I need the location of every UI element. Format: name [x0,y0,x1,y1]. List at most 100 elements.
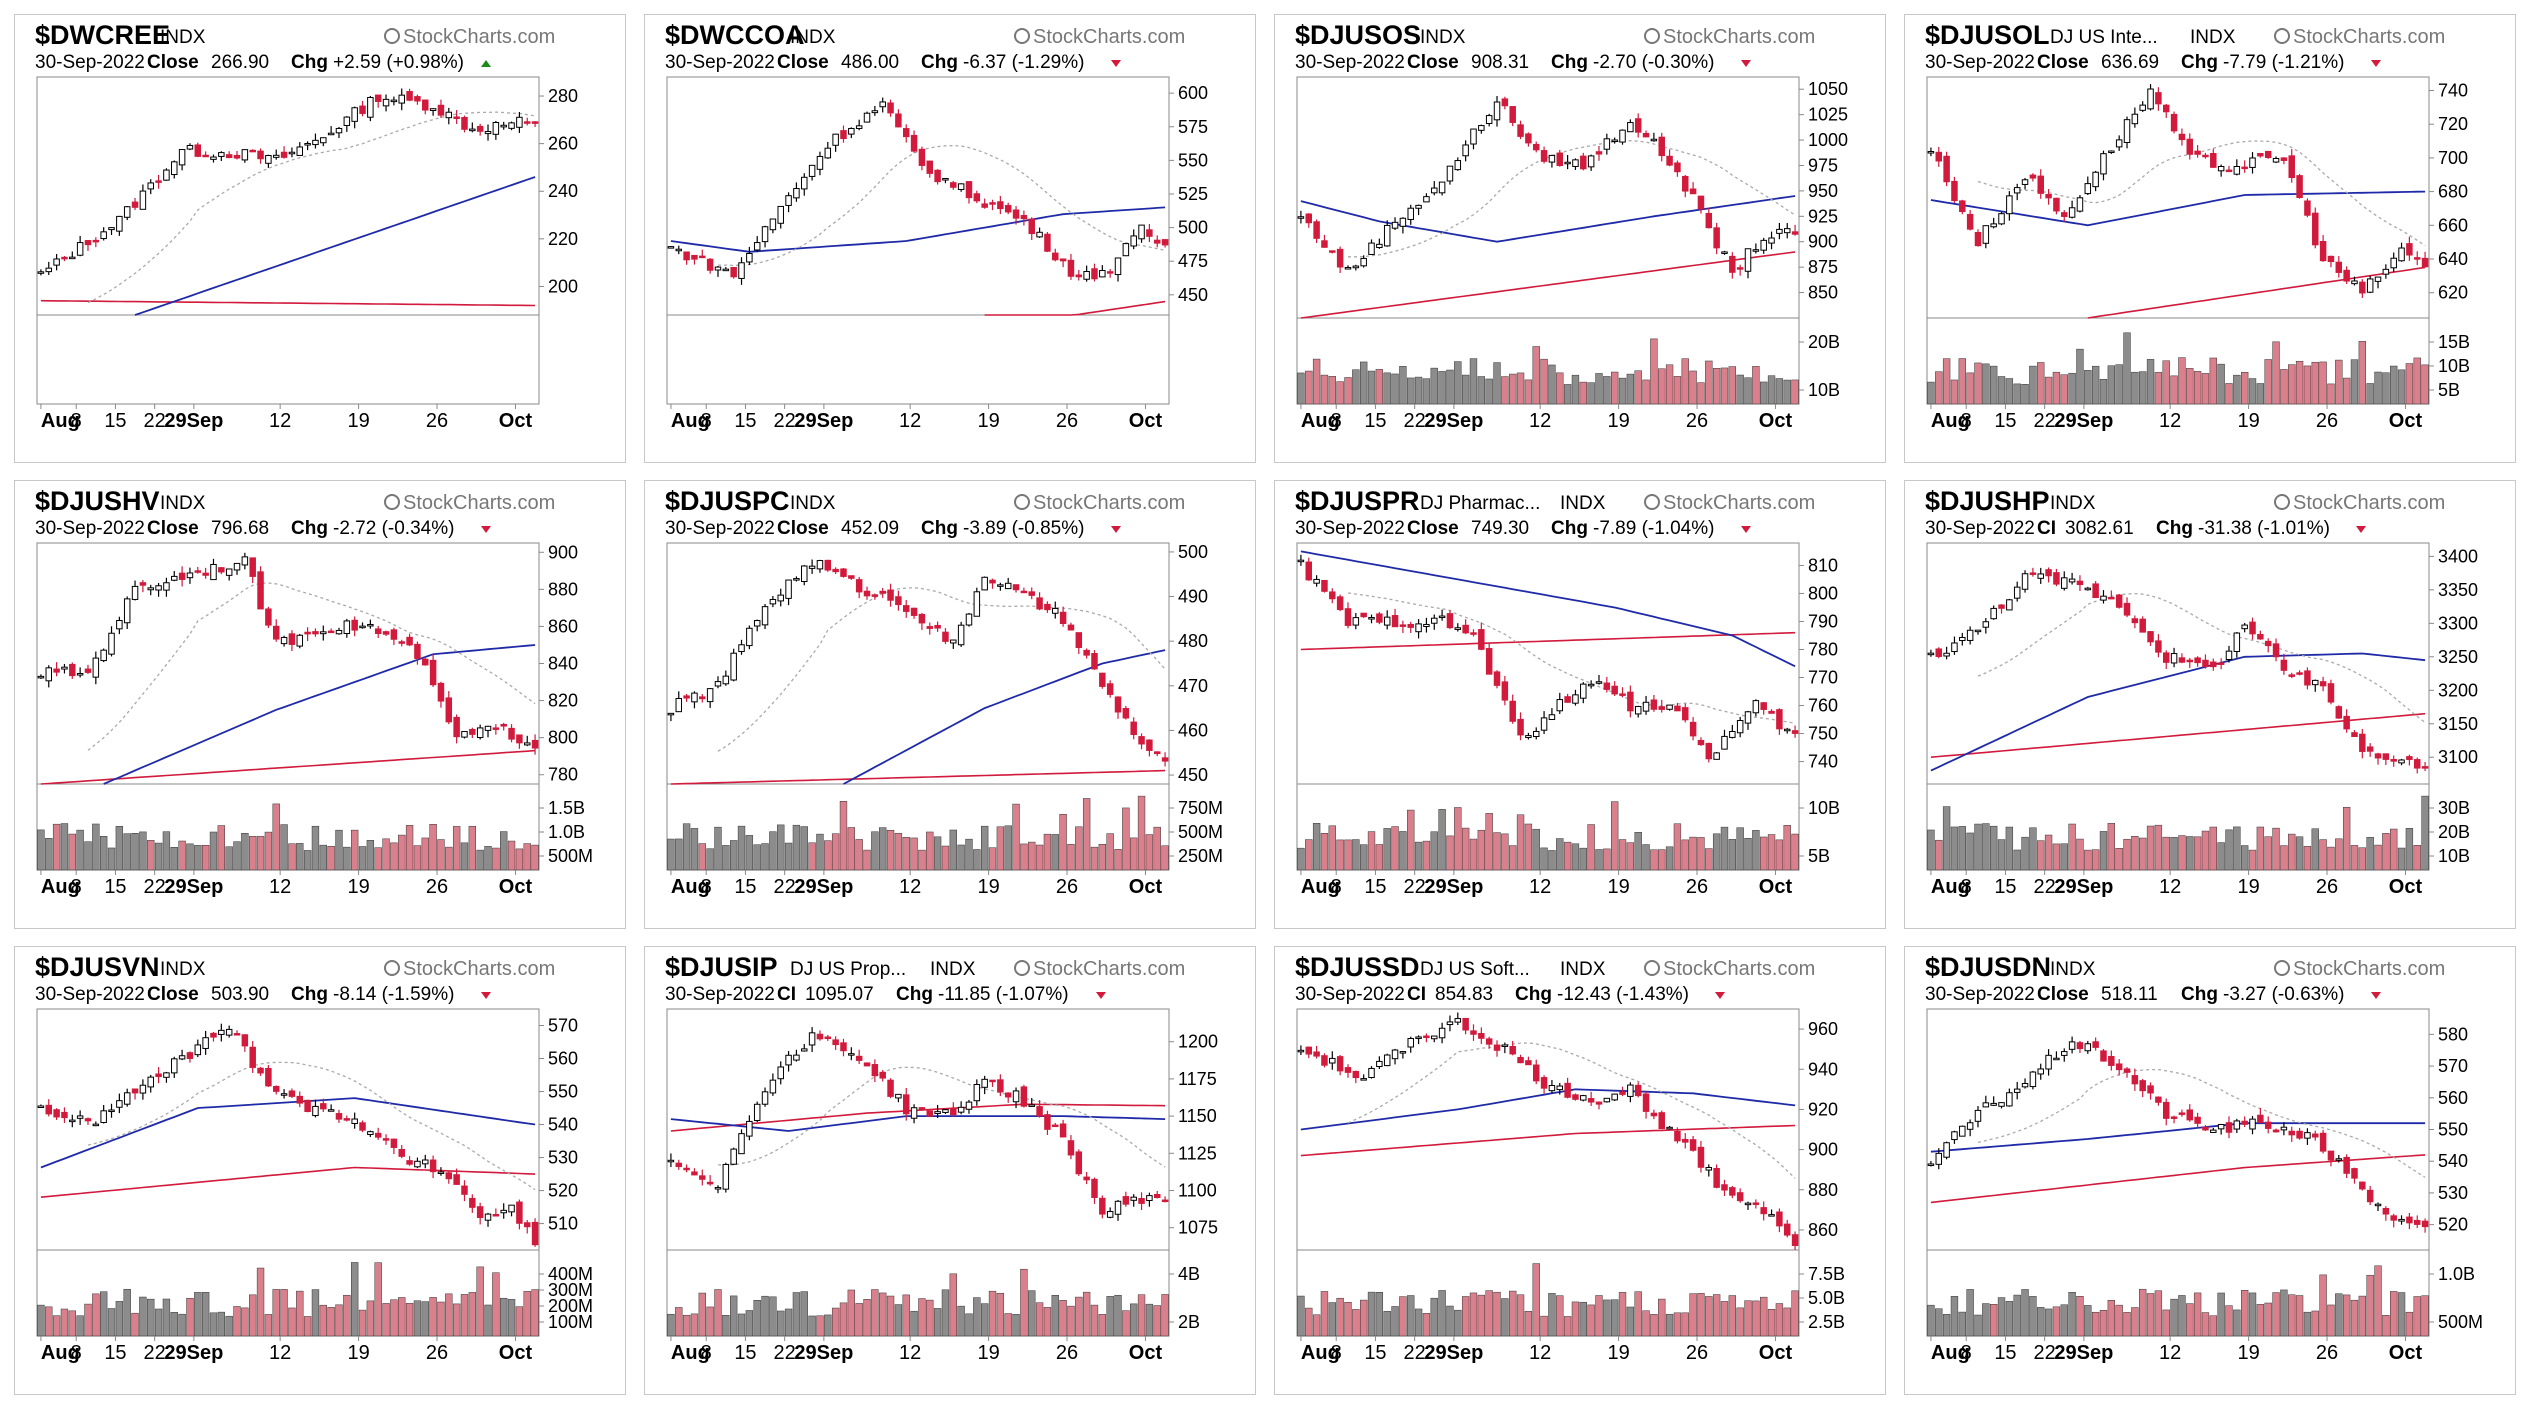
x-tick-label: 22 [774,876,796,898]
candle-body [1603,138,1611,150]
candle-body [225,568,233,576]
x-tick-label: Aug [1301,410,1340,432]
chg-value: -2.70 (-0.30%) [1593,52,1714,73]
price-tick-label: 500 [1178,542,1208,562]
volume-bar [531,844,539,871]
ma20-line [717,1066,1166,1168]
volume-bar [675,1307,683,1337]
x-tick-label: 26 [2316,1342,2338,1364]
candle-body [848,1053,855,1056]
candle-body [1352,1070,1360,1079]
volume-bar [1399,1296,1407,1337]
candle-body [1619,1091,1626,1095]
chart-panel-djusvn[interactable]: $DJUSVN INDX StockCharts.com 30-Sep-2022 Clo… [14,946,626,1395]
candle-body [429,1159,437,1173]
chart-panel-djuspr[interactable]: $DJUSPR DJ Pharmac... INDX StockCharts.com 3… [1274,480,1886,929]
volume-bar [2241,1290,2249,1337]
chart-panel-djushv[interactable]: $DJUSHV INDX StockCharts.com 30-Sep-2022 Clo… [14,480,626,929]
candle-body [1752,700,1760,714]
candle-body [1603,682,1611,690]
candle-body [1075,632,1083,648]
candle-body [469,128,476,132]
price-tick-label: 3200 [2438,680,2478,700]
ma200-line [670,1103,1166,1132]
x-tick-label: 15 [104,410,126,432]
volume-bar [92,1293,100,1337]
candle-body [1099,270,1106,278]
volume-bar [737,825,746,871]
candle-body [453,716,460,738]
candle-body [1383,616,1391,626]
x-tick-label: 22 [1404,876,1426,898]
candle-body [2115,139,2123,148]
chart-panel-djusdn[interactable]: $DJUSDN INDX StockCharts.com 30-Sep-2022 Clo… [1904,946,2516,1395]
volume-bar [2272,827,2280,871]
volume-bar [2295,1295,2304,1337]
chg-value: -12.43 (-1.43%) [1557,984,1689,1005]
close-label: Close [777,52,829,73]
symbol-label: $DJUSIP [665,952,778,982]
candle-body [918,148,926,166]
price-tick-label: 960 [1808,1019,1838,1039]
ma50-line [103,644,536,785]
volume-bar [1106,1296,1114,1337]
candle-body [1161,239,1169,246]
volume-bar [2382,1315,2390,1337]
volume-bar [2335,1293,2343,1337]
volume-bar [2335,838,2343,871]
volume-bar [1461,374,1470,405]
volume-bar [2091,1311,2100,1337]
candle-body [2053,197,2060,212]
volume-bar [1595,373,1603,405]
candle-body [1935,151,1943,162]
candle-body [2147,1085,2154,1094]
candle-body [2406,243,2413,256]
volume-bar [1974,1314,1982,1337]
volume-bar [1305,370,1313,405]
candle-body [1368,1067,1375,1079]
volume-bar [1130,1303,1138,1337]
volume-tick-label: 300M [548,1280,593,1300]
volume-bar [981,1303,989,1337]
candle-body [320,1103,327,1110]
chg-value: -3.27 (-0.63%) [2223,984,2344,1005]
candle-body [2304,1132,2311,1139]
volume-bar [1720,367,1729,405]
candle-body [1658,136,1665,157]
chart-panel-djuspc[interactable]: $DJUSPC INDX StockCharts.com 30-Sep-2022 Clo… [644,480,1256,929]
chart-panel-djusos[interactable]: $DJUSOS INDX StockCharts.com 30-Sep-2022 Clo… [1274,14,1886,463]
x-tick-label: 22 [2034,410,2056,432]
candle-body [2398,247,2405,262]
volume-bar [2178,1295,2186,1337]
chart-panel-dwcree[interactable]: $DWCREE INDX StockCharts.com 30-Sep-2022 Clo… [14,14,626,463]
volume-bar [2193,371,2202,405]
chart-panel-djusol[interactable]: $DJUSOL DJ US Inte... INDX StockCharts.com 3… [1904,14,2516,463]
candle-body [824,147,832,159]
chart-panel-djusip[interactable]: $DJUSIP DJ US Prop... INDX StockCharts.com 3… [644,946,1256,1395]
candle-body [699,1175,706,1180]
candle-body [1548,154,1556,163]
volume-bar [933,836,942,871]
chg-value: +2.59 (+0.98%) [333,52,464,73]
candle-body [753,242,761,251]
volume-bar [2397,1292,2406,1337]
volume-bar [1336,839,1344,871]
stockcharts-logo-icon [384,28,400,44]
volume-bar [808,842,816,871]
x-tick-label: 15 [1364,410,1386,432]
chart-panel-djushp[interactable]: $DJUSHP INDX StockCharts.com 30-Sep-2022 CI 3… [1904,480,2516,929]
volume-bar [421,1301,429,1337]
chart-panel-dwccoa[interactable]: $DWCCOA INDX StockCharts.com 30-Sep-2022 Clo… [644,14,1256,463]
volume-bar [405,825,414,871]
close-label: Close [147,518,199,539]
candle-body [1595,1101,1603,1105]
candle-body [2013,187,2021,194]
candle-body [785,195,792,206]
chart-panel-djussd[interactable]: $DJUSSD DJ US Soft... INDX StockCharts.com 3… [1274,946,1886,1395]
candle-body [1391,221,1399,229]
candle-body [1446,613,1454,629]
volume-tick-label: 1.5B [548,798,585,818]
volume-bar [1524,823,1533,871]
